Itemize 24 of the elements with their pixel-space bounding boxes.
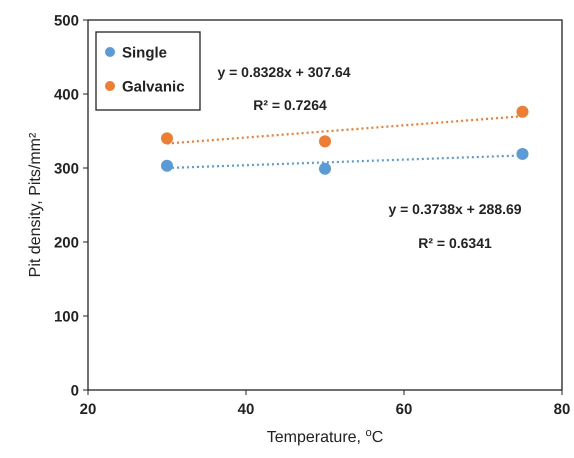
annotation: y = 0.8328x + 307.64 [217,64,351,80]
x-tick-label: 80 [554,401,570,418]
y-tick-label: 500 [54,12,79,30]
x-axis-title: Temperature, $^{o}$C [266,427,384,446]
point [161,132,173,144]
legend-label: Galvanic [122,78,185,96]
point [516,106,528,118]
x-tick-label: 40 [238,401,254,418]
y-tick-label: 200 [54,234,79,252]
y-axis-title: Pit density, Pits/mm² [27,132,44,278]
point [161,160,173,172]
point [516,148,528,160]
x-tick-label: 60 [396,401,412,418]
y-tick-label: 300 [54,160,79,178]
y-tick-label: 0 [70,382,79,400]
annotation: y = 0.3738x + 288.69 [388,201,522,217]
annotation: R² = 0.6341 [418,235,492,251]
annotation: R² = 0.7264 [253,97,327,113]
legend-label: Single [122,44,168,62]
point [319,162,331,175]
y-tick-label: 100 [54,308,79,326]
point [319,135,331,148]
x-tick-label: 20 [80,401,96,418]
y-tick-label: 400 [54,86,79,104]
